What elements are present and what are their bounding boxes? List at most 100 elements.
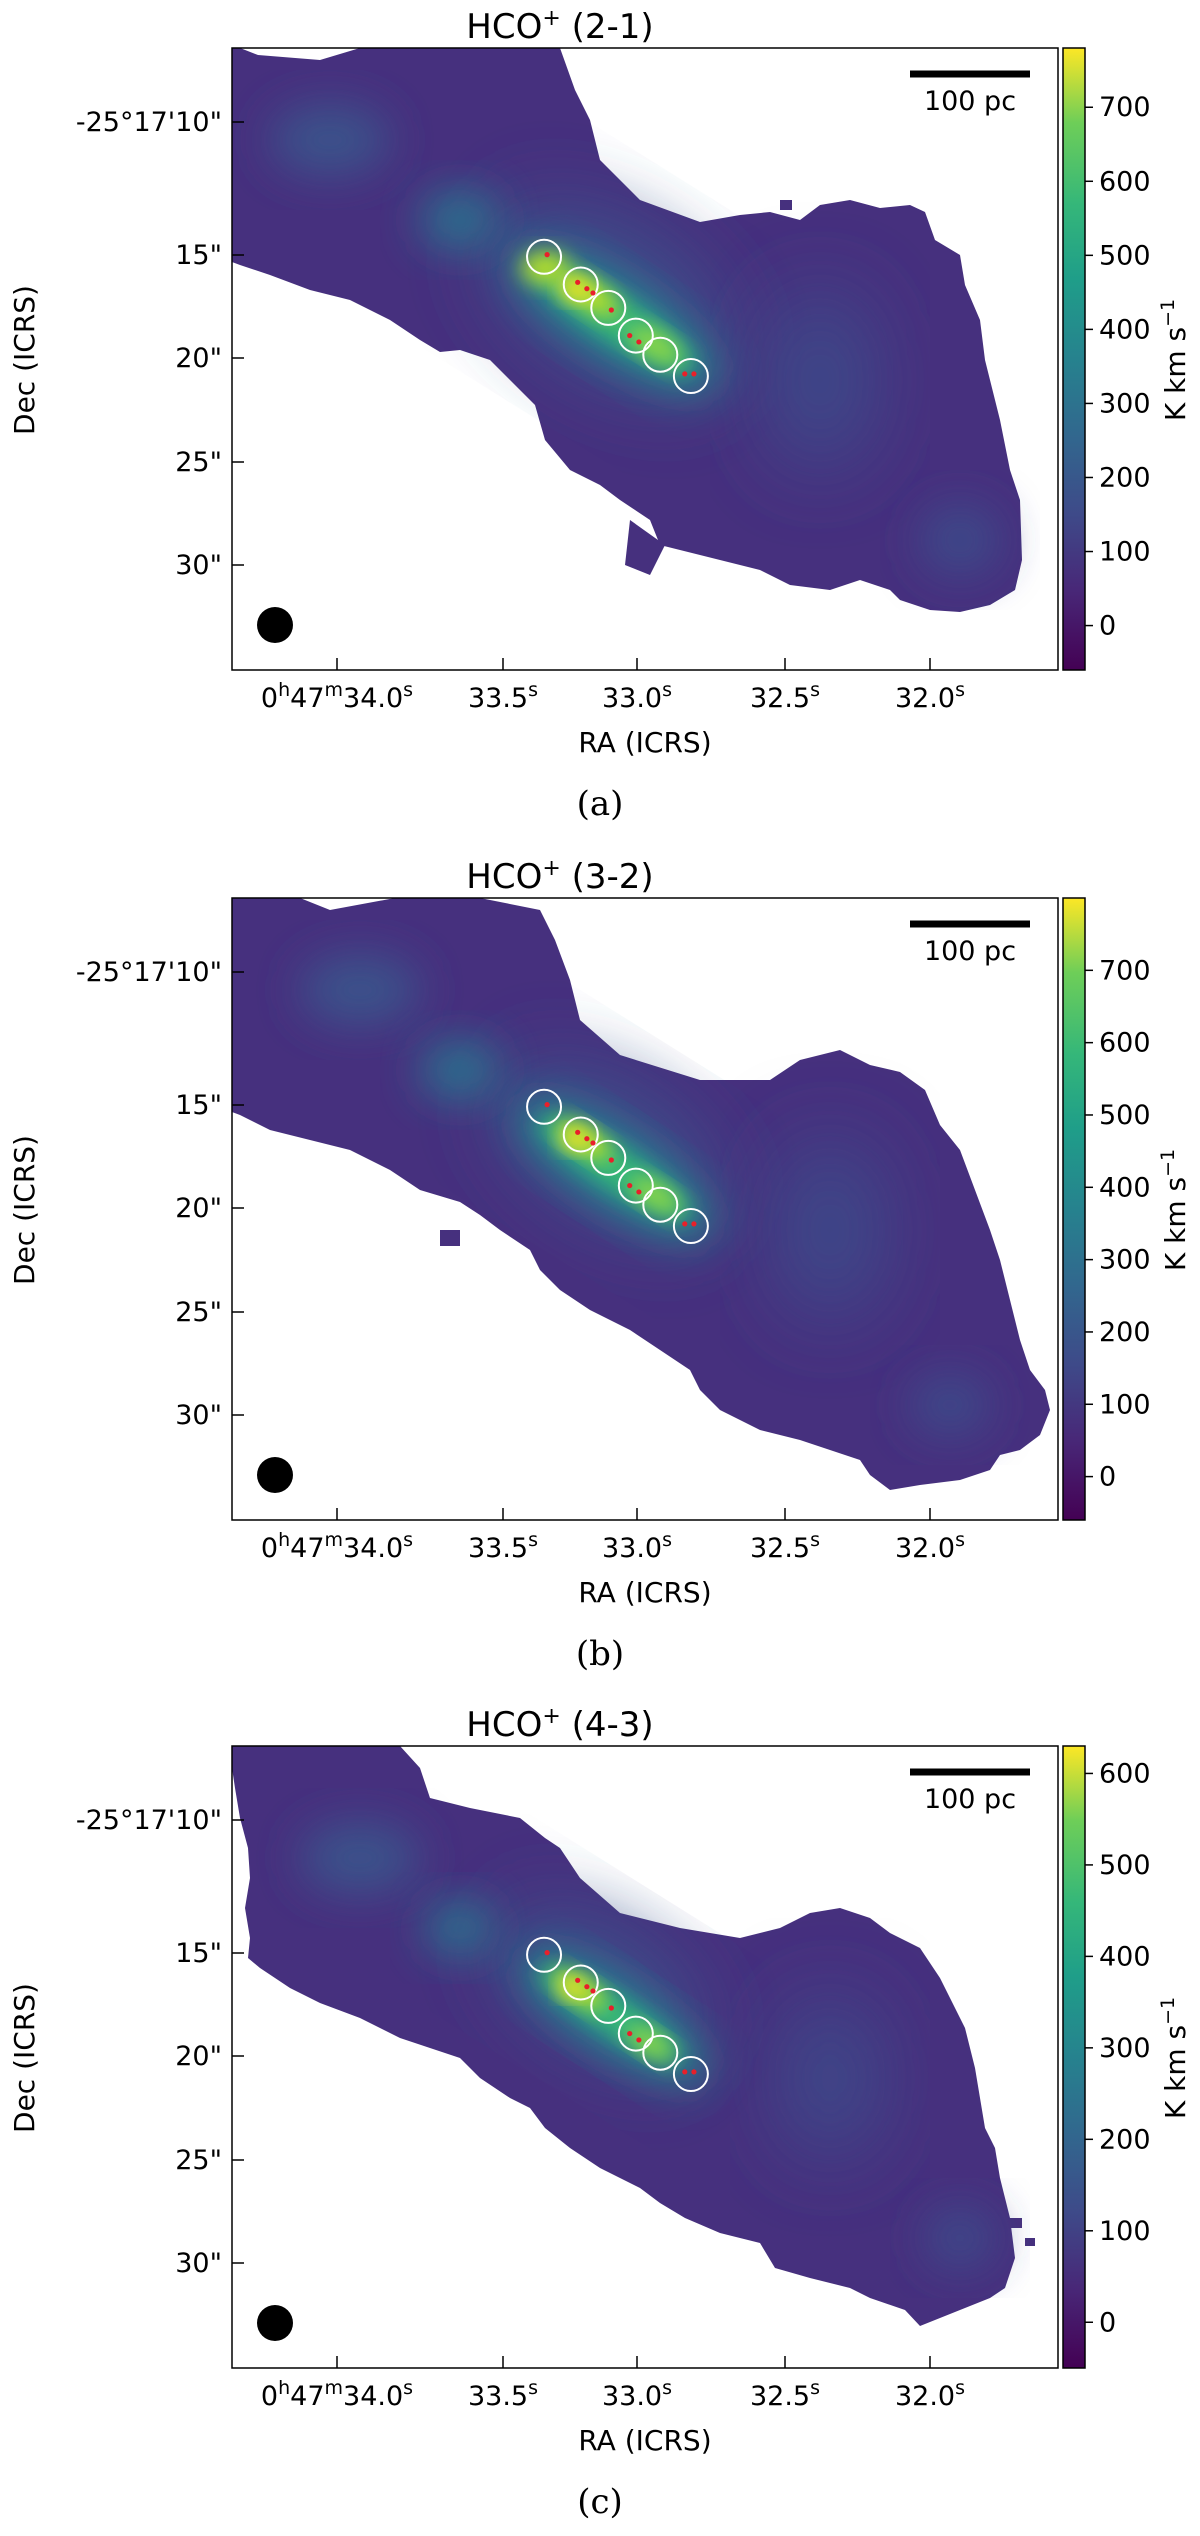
emission-fragment: [440, 1230, 460, 1246]
y-axis-label: Dec (ICRS): [8, 1135, 41, 1285]
source-markers: [544, 1102, 697, 1227]
emission-fragment: [1025, 2238, 1035, 2246]
aperture-circle: [590, 289, 627, 326]
x-tick-label: 33.5s: [468, 1529, 538, 1564]
colorbar-tick-label: 400: [1099, 1941, 1151, 1972]
aperture-circle: [562, 1116, 599, 1153]
panel-title: HCO+ (2-1): [466, 6, 653, 47]
y-tick-label: -25°17'10": [76, 957, 222, 988]
x-tick-label: 33.5s: [468, 2377, 538, 2412]
colorbar-tick-label: 0: [1099, 611, 1116, 642]
y-axis: -25°17'10" 15" 20" 25" 30" Dec (ICRS): [8, 957, 244, 1431]
colorbar-tick-label: 0: [1099, 1462, 1116, 1493]
aperture-circle: [672, 358, 709, 395]
source-marker: [682, 371, 688, 377]
source-marker: [627, 2030, 633, 2037]
source-markers: [544, 1950, 697, 2075]
source-marker: [544, 1950, 550, 1956]
source-marker: [590, 1140, 596, 1146]
source-marker: [584, 1136, 590, 1142]
x-tick-label: 32.5s: [750, 1529, 820, 1564]
colorbar-ticks: 0 100 200 300 400 500 600 700: [1085, 92, 1151, 642]
map-frame: [231, 47, 1059, 671]
emission-spur: [625, 520, 665, 575]
aperture-circle: [617, 317, 654, 354]
colorbar-ramp: [1062, 897, 1086, 1521]
panel-c: HCO+ (4-3): [8, 1704, 1192, 2522]
colorbar-ramp: [1062, 1745, 1086, 2369]
x-tick-label: 0h47m34.0s: [261, 679, 413, 714]
source-marker: [682, 2069, 688, 2075]
y-tick-label: 25": [175, 2145, 222, 2176]
source-marker: [544, 1102, 550, 1108]
source-marker: [608, 307, 614, 313]
y-tick-label: 20": [175, 2041, 222, 2072]
scalebar-label: 100 pc: [924, 86, 1016, 117]
source-marker: [590, 290, 596, 296]
colorbar-tick-label: 100: [1099, 1389, 1151, 1420]
source-marker: [691, 1221, 697, 1227]
aperture-circles: [526, 238, 709, 395]
source-marker: [575, 279, 581, 285]
x-tick-label: 32.0s: [895, 1529, 965, 1564]
x-axis-label: RA (ICRS): [578, 2424, 711, 2457]
source-marker: [691, 371, 697, 377]
colorbar-tick-label: 0: [1099, 2307, 1116, 2338]
colorbar-tick-label: 600: [1099, 166, 1151, 197]
colorbar-tick-label: 500: [1099, 1850, 1151, 1881]
y-axis: -25°17'10" 15" 20" 25" 30" Dec (ICRS): [8, 107, 244, 581]
y-axis-label: Dec (ICRS): [8, 1983, 41, 2133]
colorbar-tick-label: 300: [1099, 2033, 1151, 2064]
panel-caption: (c): [577, 2482, 623, 2522]
colorbar-tick-label: 200: [1099, 2124, 1151, 2155]
aperture-circle: [617, 1167, 654, 1204]
scalebar-label: 100 pc: [924, 1784, 1016, 1815]
colorbar-tick-label: 700: [1099, 955, 1151, 986]
aperture-circles: [526, 1936, 709, 2093]
source-marker: [691, 2069, 697, 2075]
map-area: 100 pc: [231, 1745, 1059, 2369]
colorbar-ticks: 0 100 200 300 400 500 600 700: [1085, 955, 1151, 1493]
colorbar-tick-label: 200: [1099, 1317, 1151, 1348]
aperture-circle: [526, 1088, 563, 1125]
source-marker: [636, 339, 642, 345]
y-tick-label: 30": [175, 2248, 222, 2279]
x-tick-label: 0h47m34.0s: [261, 1529, 413, 1564]
y-tick-label: -25°17'10": [76, 1805, 222, 1836]
source-marker: [584, 1984, 590, 1990]
colorbar-label: K km s−1: [1157, 1997, 1192, 2119]
y-tick-label: 15": [175, 240, 222, 271]
emission-fragment: [1010, 2218, 1022, 2228]
x-tick-label: 32.5s: [750, 2377, 820, 2412]
source-marker: [608, 2005, 614, 2011]
aperture-circle: [562, 266, 599, 303]
panel-b: HCO+ (3-2): [8, 856, 1192, 1674]
y-tick-label: 25": [175, 447, 222, 478]
panel-title: HCO+ (3-2): [466, 856, 653, 897]
colorbar-tick-label: 600: [1099, 1758, 1151, 1789]
colorbar-tick-label: 700: [1099, 92, 1151, 123]
y-tick-label: 30": [175, 550, 222, 581]
y-tick-label: -25°17'10": [76, 107, 222, 138]
x-tick-label: 33.0s: [602, 1529, 672, 1564]
source-marker: [544, 252, 550, 258]
source-marker: [590, 1988, 596, 1994]
source-marker: [636, 2037, 642, 2043]
x-axis: 0h47m34.0s 33.5s 33.0s 32.5s 32.0s RA (I…: [261, 658, 965, 759]
colorbar-tick-label: 100: [1099, 537, 1151, 568]
colorbar: 0 100 200 300 400 500 600 700 K km s−1: [1062, 897, 1192, 1521]
colorbar: 0 100 200 300 400 500 600 700 K km s−1: [1062, 47, 1192, 671]
colorbar-tick-label: 100: [1099, 2216, 1151, 2247]
beam-icon: [257, 2305, 293, 2341]
x-tick-label: 0h47m34.0s: [261, 2377, 413, 2412]
y-axis-label: Dec (ICRS): [8, 285, 41, 435]
panel-a: HCO+ (2-1): [8, 6, 1192, 824]
x-tick-label: 32.0s: [895, 2377, 965, 2412]
colorbar-tick-label: 600: [1099, 1028, 1151, 1059]
aperture-circle: [590, 1987, 627, 2024]
aperture-circle: [526, 1936, 563, 1973]
colorbar-tick-label: 200: [1099, 462, 1151, 493]
y-tick-label: 30": [175, 1400, 222, 1431]
source-marker: [682, 1221, 688, 1227]
x-tick-label: 33.0s: [602, 679, 672, 714]
